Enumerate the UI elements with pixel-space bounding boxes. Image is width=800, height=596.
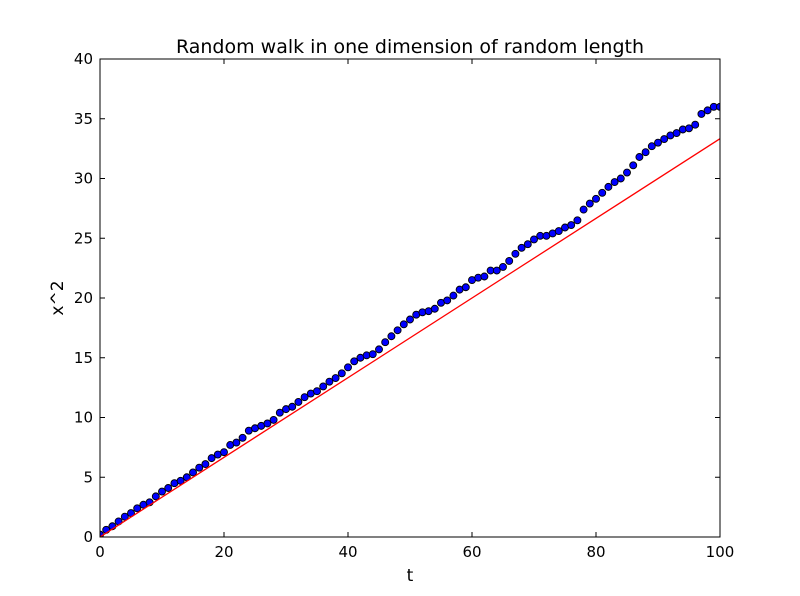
y-tick-label: 25 xyxy=(74,229,93,247)
data-point xyxy=(703,106,712,115)
data-point xyxy=(393,326,402,335)
data-point xyxy=(505,257,514,265)
data-point xyxy=(579,205,588,214)
data-point xyxy=(598,188,607,197)
data-point xyxy=(238,433,247,442)
x-tick-label: 100 xyxy=(706,543,735,561)
y-tick-label: 40 xyxy=(74,50,93,68)
data-point xyxy=(189,468,197,477)
data-point xyxy=(430,304,439,313)
data-point xyxy=(120,512,129,521)
data-point xyxy=(201,460,210,469)
data-point xyxy=(517,243,526,252)
data-point xyxy=(350,357,359,366)
data-point xyxy=(449,291,458,300)
data-point xyxy=(269,415,278,424)
data-point xyxy=(133,504,142,513)
data-point xyxy=(207,454,216,463)
x-tick-label: 60 xyxy=(462,543,481,561)
data-point xyxy=(573,216,582,225)
x-tick-label: 40 xyxy=(338,543,357,561)
data-point xyxy=(300,393,309,402)
y-tick-label: 35 xyxy=(74,110,93,128)
y-tick-label: 20 xyxy=(74,289,93,307)
data-point xyxy=(585,199,594,208)
data-point xyxy=(443,296,452,305)
x-axis-label: t xyxy=(407,566,414,586)
data-point xyxy=(647,142,656,151)
data-point xyxy=(406,315,414,324)
data-point xyxy=(387,332,396,341)
data-point xyxy=(499,262,507,271)
data-point xyxy=(685,124,693,133)
data-point xyxy=(492,266,501,275)
data-point xyxy=(288,402,297,411)
data-point xyxy=(325,377,334,386)
x-tick-label: 0 xyxy=(95,543,105,561)
chart-title: Random walk in one dimension of random l… xyxy=(176,36,644,58)
data-point xyxy=(151,492,160,501)
data-point xyxy=(313,387,321,396)
data-point xyxy=(158,487,166,496)
fit-line xyxy=(100,138,720,537)
data-point xyxy=(567,221,576,230)
scatter-series xyxy=(100,102,720,537)
y-tick-label: 5 xyxy=(83,468,93,486)
y-tick-label: 0 xyxy=(83,528,93,546)
x-tick-label: 20 xyxy=(214,543,233,561)
data-point xyxy=(164,484,173,492)
data-point xyxy=(641,148,650,157)
data-point xyxy=(716,102,720,111)
data-point xyxy=(672,129,681,138)
data-point xyxy=(319,382,328,391)
data-point xyxy=(375,345,383,354)
data-point xyxy=(604,182,613,191)
data-point xyxy=(592,194,600,203)
plot-frame xyxy=(99,58,721,538)
data-point xyxy=(294,398,303,406)
data-point xyxy=(635,153,644,161)
data-point xyxy=(263,419,272,428)
plot-area xyxy=(99,58,721,538)
data-point xyxy=(331,374,340,383)
data-point xyxy=(275,408,284,417)
data-point xyxy=(195,463,204,472)
y-axis-label: x^2 xyxy=(48,280,68,315)
data-point xyxy=(381,338,390,347)
data-point xyxy=(480,272,489,281)
data-point xyxy=(220,448,228,457)
data-point xyxy=(368,350,377,359)
data-point xyxy=(530,235,538,244)
y-tick-label: 10 xyxy=(74,409,93,427)
data-point xyxy=(616,174,625,183)
data-point xyxy=(344,363,352,372)
data-point xyxy=(697,110,706,118)
axis-ticks: 0 20 40 60 80 100 0 5 10 15 20 25 30 35 40 xyxy=(74,50,734,561)
data-point xyxy=(176,476,185,485)
data-point xyxy=(691,120,700,129)
data-point xyxy=(654,138,662,147)
data-point xyxy=(399,320,408,329)
data-point xyxy=(623,168,631,177)
data-point xyxy=(554,227,563,236)
data-point xyxy=(629,161,638,170)
data-point xyxy=(461,283,470,292)
data-point xyxy=(232,438,241,447)
x-tick-label: 80 xyxy=(586,543,605,561)
y-tick-label: 30 xyxy=(74,170,93,188)
data-point xyxy=(511,249,520,258)
data-point xyxy=(523,240,532,249)
y-tick-label: 15 xyxy=(74,349,93,367)
data-point xyxy=(610,178,619,187)
data-point xyxy=(660,135,669,144)
data-point xyxy=(337,369,346,378)
